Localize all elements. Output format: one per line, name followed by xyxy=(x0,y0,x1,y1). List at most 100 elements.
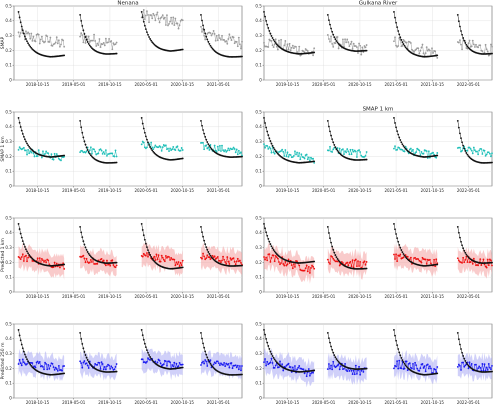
observed-point xyxy=(17,11,20,13)
model-point xyxy=(176,263,179,266)
x-tick-label: 2021-10-15 xyxy=(421,400,445,405)
model-point xyxy=(425,262,428,265)
x-tick-label: 2020-10-15 xyxy=(171,82,195,87)
model-point xyxy=(219,37,221,39)
uncertainty-band xyxy=(393,243,438,278)
model-point xyxy=(285,264,288,267)
x-tick-label: 2020-10-15 xyxy=(171,188,195,193)
model-point xyxy=(203,255,206,258)
panel-nenana-pred250m: 0 0.1 0.2 0.3 0.4 0.5 2018-10-15 2019-05-01 2019… xyxy=(0,321,243,405)
model-point xyxy=(459,146,461,149)
model-point xyxy=(222,149,224,152)
model-point xyxy=(89,259,92,261)
observed-point xyxy=(27,252,29,255)
observed-point xyxy=(271,144,274,147)
model-point xyxy=(228,366,231,369)
model-point xyxy=(337,47,340,50)
observed-point xyxy=(275,361,278,364)
observed-point xyxy=(326,331,329,334)
model-point xyxy=(57,364,60,367)
model-point xyxy=(237,368,240,371)
model-point xyxy=(296,260,298,263)
model-point xyxy=(393,147,395,150)
model-point xyxy=(48,263,51,266)
model-point xyxy=(490,259,492,262)
observed-point xyxy=(462,247,465,250)
model-point xyxy=(227,260,230,263)
observed-point xyxy=(457,338,460,341)
model-point xyxy=(419,49,422,52)
model-point xyxy=(425,150,428,152)
panel-title: SMAP 1 km xyxy=(363,107,394,113)
model-point xyxy=(26,260,28,263)
observed-point xyxy=(144,135,147,138)
observed-point xyxy=(331,348,334,351)
model-point xyxy=(459,39,461,42)
model-point xyxy=(47,152,50,155)
model-point xyxy=(434,368,437,371)
model-point xyxy=(93,148,95,151)
model-point xyxy=(339,365,342,368)
model-point xyxy=(154,259,157,262)
y-tick-label: 0.3 xyxy=(255,351,262,356)
observed-point xyxy=(79,119,82,122)
observed-point xyxy=(336,359,339,362)
observed-point xyxy=(149,254,152,256)
observed-point xyxy=(271,247,274,250)
model-point xyxy=(426,49,429,52)
model-point xyxy=(402,38,405,41)
model-point xyxy=(181,363,184,366)
observed-point xyxy=(147,141,149,144)
model-point xyxy=(241,365,243,367)
observed-point xyxy=(461,33,463,36)
axes-frame xyxy=(263,111,493,187)
model-point xyxy=(486,258,489,261)
model-point xyxy=(436,152,439,154)
model-point xyxy=(400,367,403,370)
observed-point xyxy=(331,30,334,33)
y-tick-label: 0 xyxy=(259,77,262,82)
model-point xyxy=(282,369,285,372)
x-tick-label: 2019-10-15 xyxy=(276,294,300,299)
observed-point xyxy=(150,39,153,42)
model-point xyxy=(332,360,335,363)
observed-point xyxy=(337,259,340,262)
model-point xyxy=(169,20,171,23)
model-point xyxy=(412,148,414,151)
model-point xyxy=(311,264,313,267)
model-point xyxy=(60,43,62,46)
observed-point xyxy=(203,28,206,31)
model-point xyxy=(420,151,423,153)
model-point xyxy=(359,373,362,376)
model-point xyxy=(235,366,238,369)
observed-point xyxy=(393,223,395,225)
model-point xyxy=(111,366,114,369)
model-point xyxy=(204,38,207,41)
model-point xyxy=(108,364,110,367)
model-point xyxy=(426,157,429,159)
panel-gulkana-pred1km: 0 0.1 0.2 0.3 0.4 0.5 2019-10-15 2020-05-01 2020… xyxy=(255,215,493,299)
x-tick-label: 2019-10-15 xyxy=(98,294,122,299)
model-point xyxy=(159,146,162,148)
observed-point xyxy=(210,256,213,258)
observed-point xyxy=(463,147,466,150)
model-point xyxy=(161,146,164,149)
model-point xyxy=(349,260,352,263)
model-point xyxy=(156,258,159,261)
model-point xyxy=(484,369,487,372)
model-point xyxy=(221,144,223,147)
model-point xyxy=(153,146,156,149)
model-point xyxy=(168,256,170,258)
observed-point xyxy=(209,44,212,47)
model-point xyxy=(169,361,171,364)
model-point xyxy=(101,363,104,365)
observed-point xyxy=(403,146,406,149)
model-point xyxy=(456,257,459,260)
model-point xyxy=(280,38,282,41)
model-point xyxy=(425,46,428,49)
model-point xyxy=(237,36,240,39)
observed-point xyxy=(401,143,404,146)
model-point xyxy=(141,140,144,143)
model-point xyxy=(150,14,153,17)
